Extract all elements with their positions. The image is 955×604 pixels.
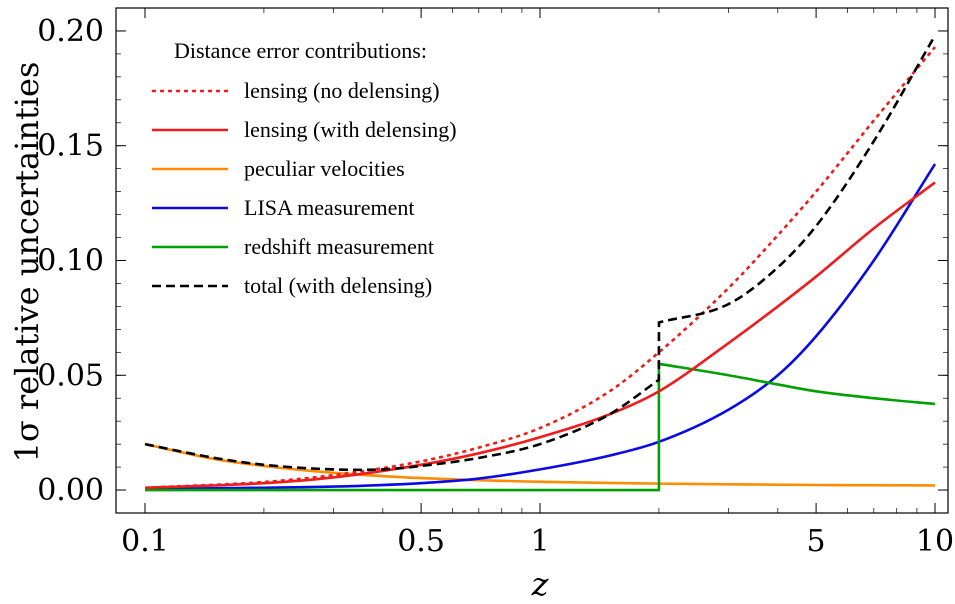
legend-label: lensing (with delensing): [244, 117, 457, 142]
x-axis-title: z: [531, 565, 550, 603]
x-tick-label: 1: [530, 524, 549, 559]
x-tick-label: 5: [807, 524, 826, 559]
y-axis-title: 1σ relative uncertainties: [8, 62, 46, 463]
series-line-redshift-measurement: [145, 362, 936, 492]
x-tick-label: 10: [916, 524, 954, 559]
y-tick-label: 0.05: [37, 358, 104, 393]
ticks-layer: 0.00 0.05 0.10 0.15 0.20 0.1 0.5 1 5 10: [37, 8, 954, 559]
y-tick-label: 0.20: [37, 14, 104, 49]
plot-frame: [115, 7, 949, 514]
legend-label: lensing (no delensing): [244, 78, 440, 103]
legend-label: peculiar velocities: [244, 156, 405, 181]
plot-border: [115, 7, 949, 514]
legend: Distance error contributions: lensing (no…: [152, 38, 457, 298]
series-line-lensing-no-delensing: [144, 46, 936, 490]
series-line-lisa-measurement: [144, 163, 937, 491]
legend-title: Distance error contributions:: [174, 38, 427, 63]
y-tick-label: 0.00: [37, 473, 104, 508]
legend-label: redshift measurement: [244, 234, 434, 259]
series-line-total-with-delensing: [144, 34, 937, 472]
legend-label: total (with delensing): [244, 273, 432, 298]
x-tick-label: 0.5: [397, 524, 445, 559]
series-line-lensing-with-delensing: [144, 181, 936, 490]
series-layer: [144, 34, 937, 492]
x-tick-label: 0.1: [121, 524, 169, 559]
y-tick-label: 0.15: [37, 129, 104, 164]
legend-label: LISA measurement: [244, 195, 414, 220]
y-tick-label: 0.10: [37, 244, 104, 279]
